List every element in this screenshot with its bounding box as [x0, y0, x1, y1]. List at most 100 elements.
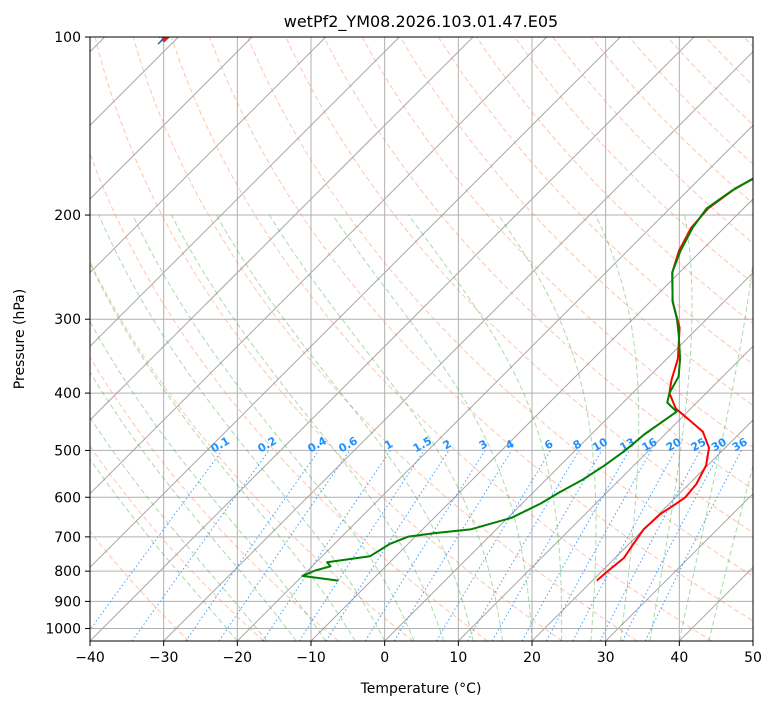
isotherm-label: 40: [157, 24, 177, 44]
isotherm-line: [605, 492, 753, 641]
x-tick-label: −30: [149, 650, 179, 666]
mixing-ratio-line: [131, 450, 270, 641]
x-tick-label: 40: [670, 650, 688, 666]
isotherm-label: -70: [155, 23, 178, 46]
y-tick-label: 700: [54, 530, 81, 546]
x-tick-label: 30: [597, 650, 615, 666]
mixing-ratio-line: [218, 450, 351, 641]
isotherm-label: 0: [160, 27, 175, 42]
isotherm-line: [90, 37, 327, 274]
y-axis-label: Pressure (hPa): [12, 289, 28, 389]
dry-adiabat-line: [437, 37, 753, 365]
mixing-ratio-line: [262, 450, 391, 641]
isotherm-label: -60: [155, 23, 178, 46]
x-axis-label: Temperature (°C): [360, 681, 482, 697]
background-lines: [90, 37, 753, 641]
dry-adiabat-line: [94, 37, 563, 641]
x-tick-label: −20: [223, 650, 253, 666]
isotherm-line: [90, 37, 548, 495]
mixing-ratio-line: [185, 450, 320, 641]
moist-adiabat-line: [708, 464, 753, 641]
isotherm-label: -10: [155, 23, 178, 46]
isotherm-line: [310, 198, 753, 641]
x-tick-label: 0: [380, 650, 389, 666]
isotherm-line: [90, 37, 253, 200]
isotherm-line: [90, 37, 474, 421]
dry-adiabat-line: [90, 260, 414, 641]
mixing-ratio-line: [644, 450, 742, 641]
y-tick-label: 200: [54, 208, 81, 224]
moist-adiabat-line: [497, 214, 597, 641]
moist-adiabat-line: [678, 258, 753, 641]
mixing-ratio-line: [521, 450, 630, 641]
moist-adiabat-line: [171, 214, 445, 641]
moist-adiabat-line: [98, 214, 386, 641]
y-tick-label: 900: [54, 594, 81, 610]
x-tick-label: 10: [449, 650, 467, 666]
dry-adiabat-line: [90, 356, 339, 641]
y-tick-label: 600: [54, 490, 81, 506]
dry-adiabat-line: [399, 37, 753, 407]
isotherm-line: [90, 37, 695, 641]
isotherm-label: -20: [155, 23, 178, 46]
y-tick-label: 1000: [45, 621, 81, 637]
dry-adiabat-line: [323, 37, 753, 491]
mixing-ratio-line: [325, 450, 450, 641]
moist-adiabat-line: [90, 320, 327, 641]
mixing-ratio-line: [90, 450, 223, 631]
dry-adiabat-line: [514, 37, 753, 284]
profile-series: [301, 177, 753, 582]
moist-adiabat-line: [649, 214, 693, 641]
dry-adiabat-line: [90, 152, 488, 641]
y-tick-label: 300: [54, 312, 81, 328]
dry-adiabat-line: [90, 530, 190, 641]
mixing-ratio-line: [572, 450, 676, 641]
y-axis: 100 200 300 400 500 600 700 800 900 1000: [45, 30, 90, 637]
isotherm-label: -50: [155, 23, 178, 46]
x-tick-label: −40: [75, 650, 105, 666]
y-tick-label: 500: [54, 443, 81, 459]
dry-adiabat-line: [209, 37, 753, 622]
x-axis: −40 −30 −20 −10 0 10 20 30 40 50: [75, 641, 762, 666]
moist-adiabat-line: [90, 416, 268, 641]
isotherm-label: -30: [155, 23, 178, 46]
mixing-ratio-line: [298, 450, 425, 641]
chart-title: wetPf2_YM08.2026.103.01.47.E05: [284, 12, 558, 32]
isotherm-line: [384, 271, 753, 641]
moist-adiabat-line: [90, 371, 297, 641]
isotherm-line: [163, 50, 753, 641]
isotherm-label: 30: [157, 24, 177, 44]
dry-adiabat-line: [247, 37, 753, 577]
y-tick-label: 100: [54, 30, 81, 46]
dry-adiabat-line: [170, 37, 712, 641]
moist-adiabat-line: [268, 214, 503, 641]
y-tick-label: 400: [54, 386, 81, 402]
x-tick-label: −10: [296, 650, 326, 666]
moist-adiabat-line: [90, 458, 238, 641]
mixing-ratio-line: [545, 450, 652, 641]
moist-adiabat-line: [594, 214, 640, 641]
x-tick-label: 20: [523, 650, 541, 666]
plot-frame: [89, 36, 754, 642]
dry-adiabat-line: [132, 37, 638, 641]
isotherm-line: [457, 345, 753, 641]
profile-line-2: [301, 177, 753, 582]
isotherm-line: [531, 419, 753, 641]
dry-adiabat-line: [90, 445, 264, 641]
x-tick-label: 50: [744, 650, 762, 666]
isotherm-label: -80: [155, 23, 178, 46]
isotherm-label: -90: [155, 23, 178, 46]
moist-adiabat-line: [408, 214, 563, 641]
isotherm-line: [90, 37, 621, 569]
isotherm-label: 10: [157, 24, 177, 44]
mixing-ratio-line: [621, 450, 722, 641]
moist-adiabat-line: [90, 262, 356, 641]
isotherm-line: [90, 37, 400, 348]
isotherm-label: -40: [155, 23, 178, 46]
mixing-ratio-line: [393, 450, 513, 641]
isotherm-label: 20: [157, 24, 177, 44]
y-tick-label: 800: [54, 564, 81, 580]
moist-adiabat-line: [132, 214, 415, 641]
